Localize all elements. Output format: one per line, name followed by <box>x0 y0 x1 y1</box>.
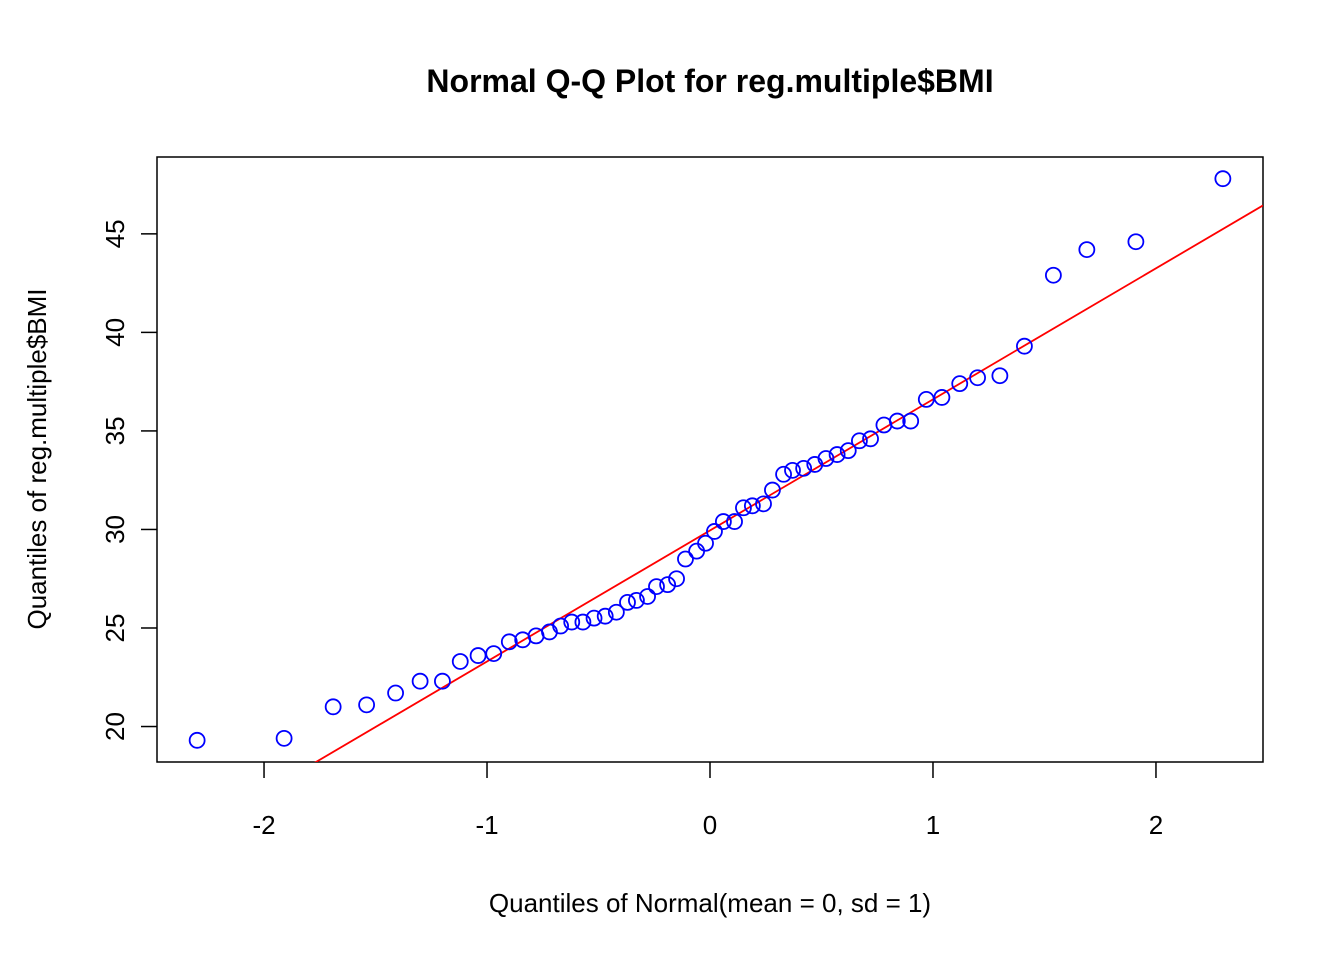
data-point <box>188 731 206 749</box>
data-point <box>628 592 645 609</box>
x-axis: -2 -1 0 1 2 <box>252 762 1163 840</box>
y-axis: 20 25 30 35 40 45 <box>100 219 157 741</box>
data-point <box>933 389 951 406</box>
data-point <box>1078 241 1096 259</box>
data-point <box>648 578 665 596</box>
data-point <box>764 481 781 499</box>
data-point <box>659 576 677 594</box>
y-tick-label: 20 <box>100 712 130 741</box>
data-point <box>969 369 986 387</box>
data-point <box>469 647 487 664</box>
data-point <box>500 633 518 651</box>
data-point <box>862 430 879 448</box>
data-point <box>743 497 761 515</box>
data-point <box>1127 233 1145 251</box>
data-point <box>888 412 906 430</box>
x-tick-label: -1 <box>475 810 498 840</box>
y-tick-label: 40 <box>100 318 130 347</box>
data-point <box>324 698 342 716</box>
data-point <box>639 588 656 605</box>
x-tick-label: 2 <box>1149 810 1163 840</box>
data-point <box>677 550 694 568</box>
data-point <box>607 603 625 621</box>
data-point <box>485 645 503 663</box>
data-point <box>706 523 723 540</box>
x-axis-label: Quantiles of Normal(mean = 0, sd = 1) <box>489 888 931 918</box>
data-point <box>1044 266 1062 284</box>
data-point <box>735 499 752 517</box>
data-point <box>275 729 293 747</box>
reference-line-layer <box>314 204 1263 762</box>
data-point <box>902 412 920 430</box>
data-point <box>1214 170 1232 188</box>
data-point <box>828 446 846 463</box>
data-point <box>688 542 706 560</box>
y-tick-label: 45 <box>100 219 130 248</box>
x-tick-label: 1 <box>926 810 940 840</box>
data-point <box>951 375 969 393</box>
chart-title: Normal Q-Q Plot for reg.multiple$BMI <box>426 63 993 99</box>
x-tick-label: -2 <box>252 810 275 840</box>
data-point <box>668 570 685 588</box>
y-axis-label: Quantiles of reg.multiple$BMI <box>22 288 52 629</box>
data-point <box>714 513 732 530</box>
data-point <box>451 653 469 670</box>
data-point <box>574 613 592 631</box>
y-tick-label: 25 <box>100 614 130 643</box>
data-point <box>726 513 743 530</box>
data-point <box>387 684 404 702</box>
data-point <box>795 459 813 477</box>
plot-frame <box>156 156 1264 763</box>
data-point <box>755 495 772 513</box>
data-point <box>839 442 857 460</box>
data-point <box>552 617 570 635</box>
data-point <box>563 613 581 631</box>
data-point <box>585 609 603 627</box>
data-point <box>775 465 792 483</box>
data-point <box>619 593 636 611</box>
x-tick-label: 0 <box>703 810 717 840</box>
data-point <box>850 432 868 450</box>
points-layer <box>188 170 1232 749</box>
y-tick-label: 35 <box>100 416 130 445</box>
data-point <box>1016 337 1033 355</box>
data-point <box>697 534 714 552</box>
data-point <box>817 450 835 467</box>
y-tick-label: 30 <box>100 515 130 544</box>
data-point <box>411 672 429 690</box>
reference-line <box>314 204 1263 762</box>
data-point <box>991 367 1009 385</box>
data-point <box>596 607 614 625</box>
data-point <box>434 672 451 690</box>
data-point <box>784 461 801 479</box>
data-point <box>358 696 376 714</box>
